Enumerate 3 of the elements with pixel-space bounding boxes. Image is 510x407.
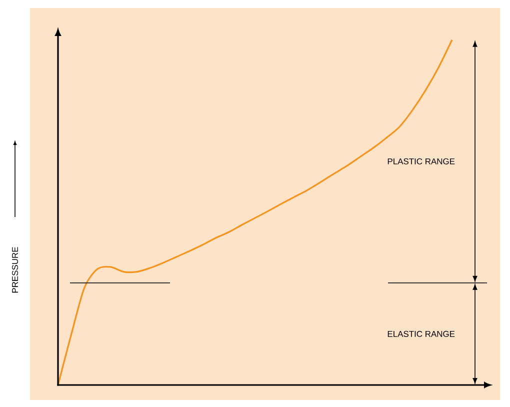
annotation: ELASTIC RANGE xyxy=(388,330,455,337)
y-axis-title: PRESSURE xyxy=(12,247,18,293)
annotation: PLASTIC RANGE xyxy=(388,158,455,164)
